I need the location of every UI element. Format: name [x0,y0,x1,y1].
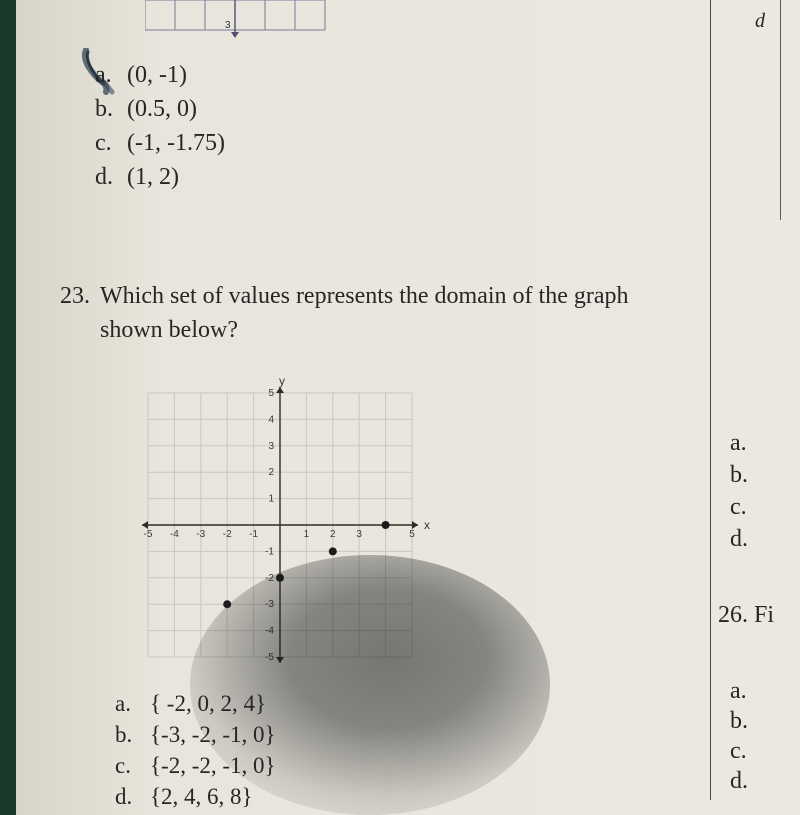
svg-text:4: 4 [268,414,274,425]
svg-text:-3: -3 [196,529,205,540]
choice-text: {-3, -2, -1, 0} [150,719,276,750]
choice-letter: c. [95,126,127,160]
svg-text:5: 5 [409,529,415,540]
worksheet-page: 3 a. (0, -1) b. (0.5, 0) c. (-1, -1.75) … [20,0,780,800]
svg-text:-4: -4 [170,529,179,540]
svg-text:3: 3 [225,20,231,31]
q23-choice-c: c. {-2, -2, -1, 0} [115,750,276,781]
q23-choice-a: a. { -2, 0, 2, 4} [115,688,276,719]
right-fragment-a2: a. [730,678,747,705]
svg-text:1: 1 [304,529,310,540]
svg-text:x: x [424,518,430,532]
choice-text: (-1, -1.75) [127,126,225,160]
right-fragment-q26: 26. Fi [718,602,774,629]
choice-letter: b. [95,92,127,126]
right-fragment-b: b. [730,462,748,489]
svg-text:-1: -1 [249,529,258,540]
right-fragment-d: d. [730,526,748,553]
svg-text:3: 3 [356,529,362,540]
q23: 23.Which set of values represents the do… [60,280,700,347]
right-fragment-b2: b. [730,708,748,735]
q23-number: 23. [60,280,100,314]
q22-choice-a: a. (0, -1) [95,58,225,92]
choice-text: {2, 4, 6, 8} [150,781,253,812]
choice-text: {-2, -2, -1, 0} [150,750,276,781]
choice-text: (0.5, 0) [127,92,197,126]
right-fragment-top: d [755,10,765,33]
right-fragment-c2: c. [730,738,747,765]
choice-letter: d. [115,781,150,812]
choice-letter: a. [95,58,127,92]
svg-text:-5: -5 [265,652,274,663]
q22-choice-c: c. (-1, -1.75) [95,126,225,160]
choice-text: (0, -1) [127,58,187,92]
choice-text: { -2, 0, 2, 4} [150,688,266,719]
choice-letter: c. [115,750,150,781]
svg-text:-1: -1 [265,546,274,557]
q23-choices: a. { -2, 0, 2, 4} b. {-3, -2, -1, 0} c. … [115,688,276,812]
q22-choice-d: d. (1, 2) [95,160,225,194]
right-fragment-a: a. [730,430,747,457]
q22-choices: a. (0, -1) b. (0.5, 0) c. (-1, -1.75) d.… [95,58,225,194]
q23-graph: -5 -4 -3 -2 -1 1 2 3 5 -5 -4 -3 -2 -1 1 2 3 4 5 x y [130,375,430,675]
svg-text:5: 5 [268,388,274,399]
svg-text:-2: -2 [265,573,274,584]
q23-stem: Which set of values represents the domai… [100,280,660,347]
right-fragment-c: c. [730,494,747,521]
choice-letter: b. [115,719,150,750]
svg-text:-2: -2 [223,529,232,540]
svg-text:2: 2 [330,529,336,540]
column-divider [710,0,711,800]
q22-choice-b: b. (0.5, 0) [95,92,225,126]
svg-text:-5: -5 [144,529,153,540]
page-edge-line [780,0,781,220]
choice-text: (1, 2) [127,160,179,194]
right-fragment-d2: d. [730,768,748,795]
q23-choice-d: d. {2, 4, 6, 8} [115,781,276,812]
svg-text:-3: -3 [265,599,274,610]
svg-text:y: y [279,375,285,388]
choice-letter: a. [115,688,150,719]
choice-letter: d. [95,160,127,194]
svg-text:-4: -4 [265,626,274,637]
prev-question-grid-fragment: 3 [145,0,415,38]
svg-text:2: 2 [268,467,274,478]
svg-text:3: 3 [268,441,274,452]
q23-choice-b: b. {-3, -2, -1, 0} [115,719,276,750]
svg-text:1: 1 [268,494,274,505]
